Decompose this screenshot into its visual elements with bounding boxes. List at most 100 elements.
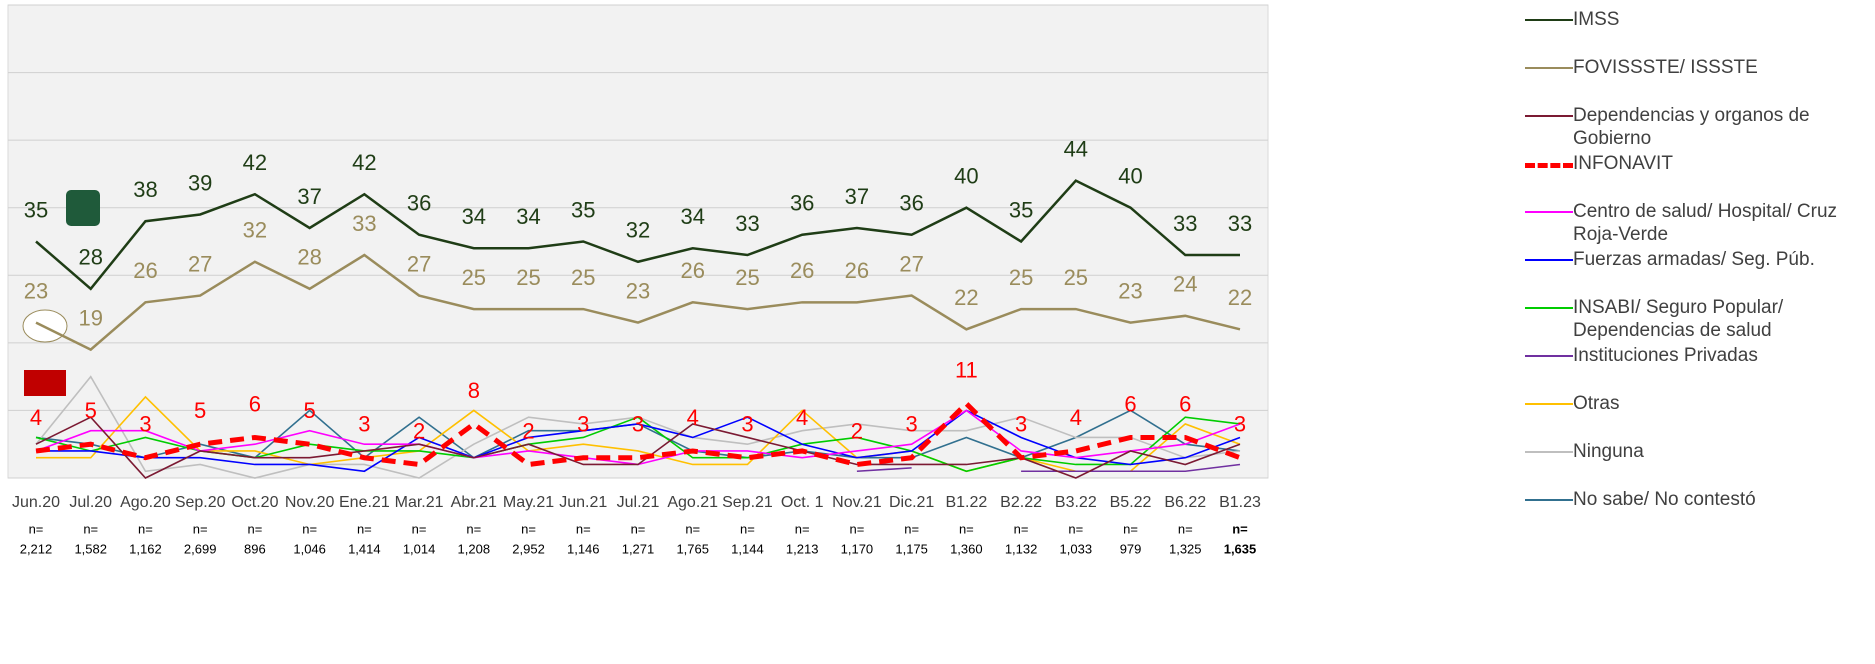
- legend-swatch: [1525, 259, 1573, 261]
- x-tick-label: Jul.21: [617, 494, 660, 511]
- n-prefix: n=: [685, 521, 700, 536]
- n-prefix: n=: [412, 521, 427, 536]
- n-value: 1,170: [841, 541, 874, 556]
- x-tick-label: Ene.21: [339, 494, 390, 511]
- data-label: 35: [571, 197, 595, 222]
- data-label: 3: [1015, 412, 1027, 437]
- data-label: 25: [516, 265, 540, 290]
- data-label: 3: [906, 412, 918, 437]
- data-label: 26: [680, 258, 704, 283]
- data-label: 44: [1064, 136, 1088, 161]
- n-prefix: n=: [1178, 521, 1193, 536]
- x-tick-label: B1.23: [1219, 494, 1261, 511]
- n-prefix: n=: [959, 521, 974, 536]
- data-label: 25: [571, 265, 595, 290]
- data-label: 2: [413, 418, 425, 443]
- n-prefix: n=: [247, 521, 262, 536]
- data-label: 36: [407, 191, 431, 216]
- x-tick-label: B2.22: [1000, 494, 1042, 511]
- data-label: 3: [1234, 412, 1246, 437]
- data-label: 5: [85, 398, 97, 423]
- legend-item: No sabe/ No contestó: [1525, 488, 1870, 511]
- x-tick-label: B1.22: [945, 494, 987, 511]
- data-label: 3: [741, 412, 753, 437]
- legend-label: Centro de salud/ Hospital/ Cruz Roja-Ver…: [1573, 201, 1838, 245]
- legend-label: Instituciones Privadas: [1573, 345, 1758, 366]
- legend-item: FOVISSSTE/ ISSSTE: [1525, 56, 1870, 79]
- data-label: 6: [249, 391, 261, 416]
- n-prefix: n=: [576, 521, 591, 536]
- data-label: 27: [188, 251, 212, 276]
- n-prefix: n=: [1014, 521, 1029, 536]
- n-value: 2,212: [20, 541, 53, 556]
- data-label: 23: [24, 278, 48, 303]
- data-label: 23: [1118, 278, 1142, 303]
- n-value: 1,325: [1169, 541, 1202, 556]
- data-label: 28: [297, 245, 321, 270]
- x-tick-label: Oct.20: [231, 494, 278, 511]
- data-label: 4: [796, 405, 808, 430]
- legend-swatch: [1525, 307, 1573, 309]
- n-value: 1,765: [676, 541, 709, 556]
- plot-area: [7, 4, 1269, 479]
- n-value: 979: [1120, 541, 1142, 556]
- x-tick-label: Sep.21: [722, 494, 773, 511]
- legend-item: INSABI/ Seguro Popular/ Dependencias de …: [1525, 296, 1870, 342]
- series-line: [36, 409, 1241, 473]
- n-value: 1,582: [74, 541, 107, 556]
- n-value: 1,144: [731, 541, 764, 556]
- n-prefix: n=: [302, 521, 317, 536]
- data-label: 40: [954, 164, 978, 189]
- x-tick-label: Jun.20: [12, 494, 60, 511]
- n-value: 1,162: [129, 541, 162, 556]
- data-label: 5: [304, 398, 316, 423]
- data-label: 2: [851, 418, 863, 443]
- n-prefix: n=: [1232, 521, 1248, 536]
- series-line: [35, 400, 1241, 468]
- n-value: 1,146: [567, 541, 600, 556]
- data-label: 33: [735, 211, 759, 236]
- data-label: 22: [1228, 285, 1252, 310]
- series-line: [35, 416, 1241, 479]
- n-prefix: n=: [849, 521, 864, 536]
- x-tick-label: May.21: [503, 494, 554, 511]
- n-value: 1,635: [1224, 541, 1257, 556]
- n-prefix: n=: [138, 521, 153, 536]
- data-label: 8: [468, 378, 480, 403]
- n-value: 1,014: [403, 541, 436, 556]
- legend-label: Dependencias y organos de Gobierno: [1573, 105, 1810, 149]
- data-label: 25: [735, 265, 759, 290]
- n-prefix: n=: [193, 521, 208, 536]
- data-label: 40: [1118, 164, 1142, 189]
- data-label: 25: [462, 265, 486, 290]
- data-label: 35: [1009, 197, 1033, 222]
- data-label: 11: [955, 357, 978, 382]
- legend-label: INFONAVIT: [1573, 153, 1673, 174]
- n-prefix: n=: [740, 521, 755, 536]
- n-value: 1,046: [293, 541, 326, 556]
- legend-label: Fuerzas armadas/ Seg. Púb.: [1573, 249, 1815, 270]
- legend-item: Instituciones Privadas: [1525, 344, 1870, 367]
- legend-label: Ninguna: [1573, 441, 1644, 462]
- n-value: 1,033: [1060, 541, 1093, 556]
- n-prefix: n=: [83, 521, 98, 536]
- data-label: 19: [78, 305, 102, 330]
- x-tick-label: Dic.21: [889, 494, 934, 511]
- legend-item: Centro de salud/ Hospital/ Cruz Roja-Ver…: [1525, 200, 1870, 246]
- n-prefix: n=: [521, 521, 536, 536]
- legend-label: FOVISSSTE/ ISSSTE: [1573, 57, 1758, 78]
- data-label: 26: [790, 258, 814, 283]
- legend-label: IMSS: [1573, 9, 1620, 30]
- data-label: 39: [188, 170, 212, 195]
- x-tick-label: Nov.21: [832, 494, 882, 511]
- data-label: 35: [24, 197, 48, 222]
- n-value: 1,213: [786, 541, 819, 556]
- data-label: 32: [626, 218, 650, 243]
- x-tick-label: Jun.21: [559, 494, 607, 511]
- data-label: 42: [352, 150, 376, 175]
- x-tick-label: Ago.21: [667, 494, 718, 511]
- n-value: 1,271: [622, 541, 655, 556]
- data-label: 36: [790, 191, 814, 216]
- data-label: 34: [462, 204, 486, 229]
